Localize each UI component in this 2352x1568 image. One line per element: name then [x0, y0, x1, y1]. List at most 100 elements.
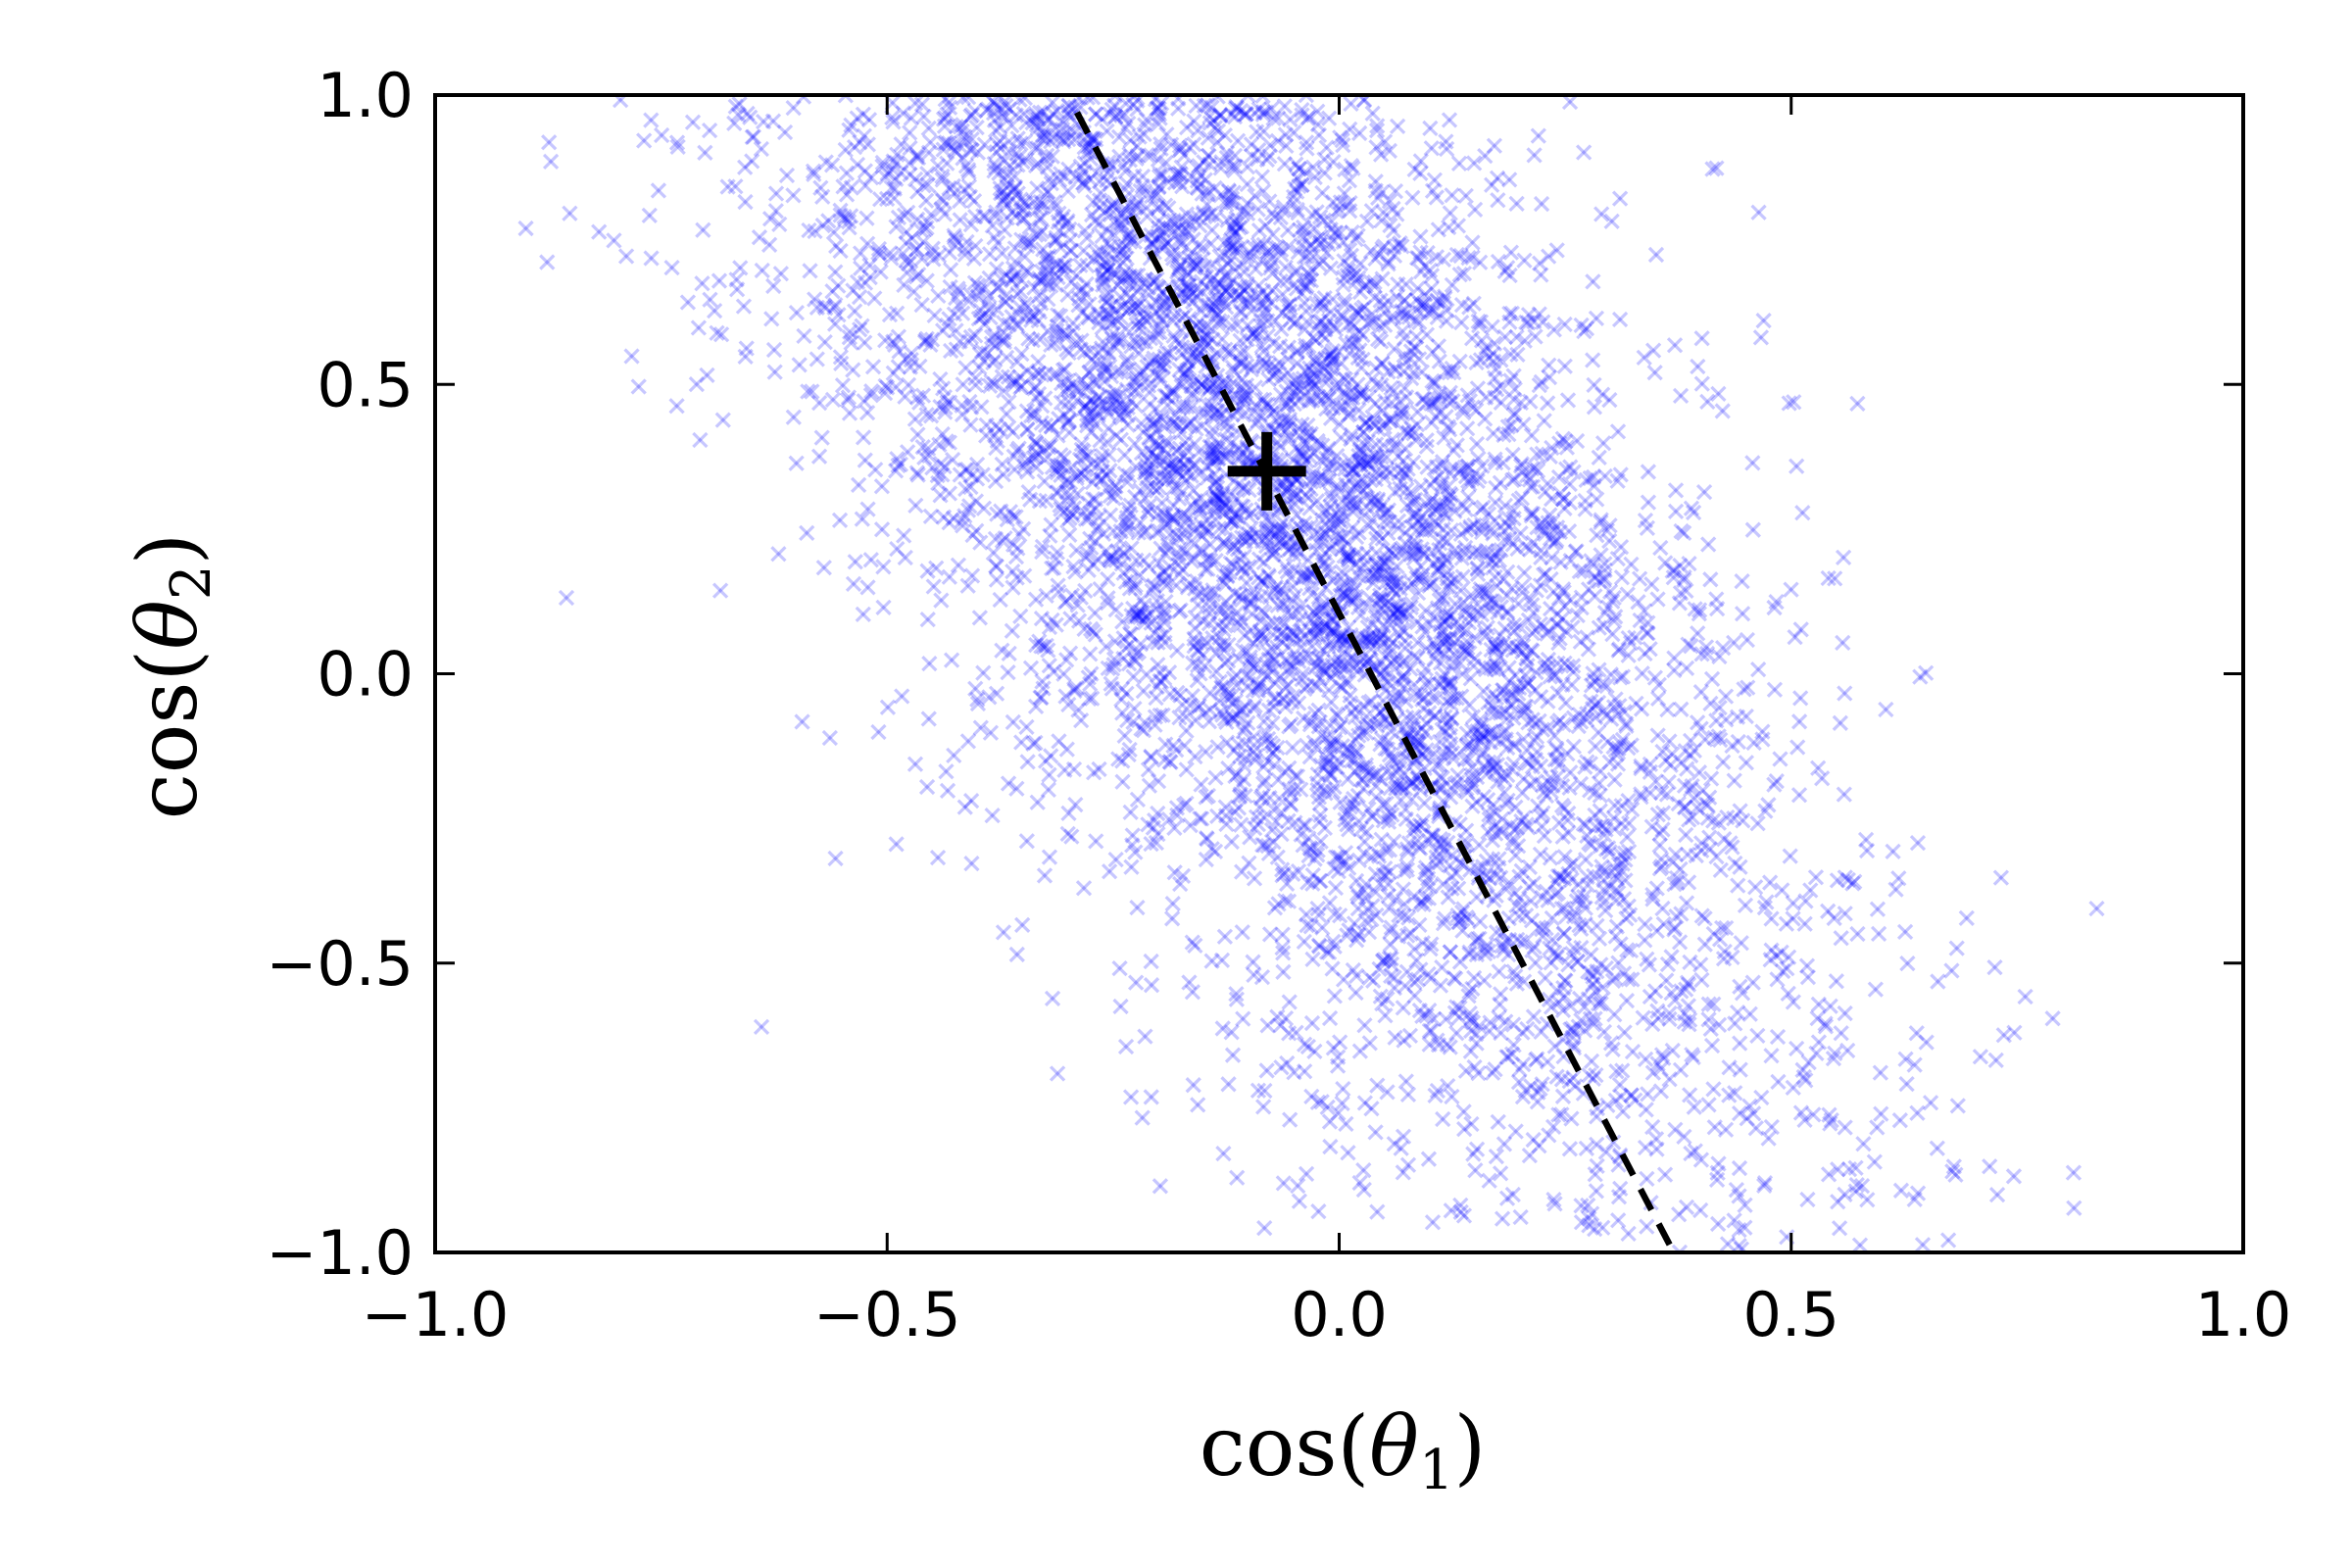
scatter-point [1239, 175, 1255, 193]
scatter-point [1448, 437, 1465, 454]
scatter-point [1178, 119, 1196, 136]
scatter-point [1734, 573, 1750, 590]
scatter-point [1733, 935, 1749, 952]
scatter-point [957, 360, 974, 376]
scatter-point [906, 283, 922, 300]
scatter-point [1662, 757, 1679, 773]
scatter-point [946, 747, 962, 764]
scatter-point [1004, 622, 1020, 639]
scatter-point [1493, 869, 1509, 886]
scatter-point [1982, 1158, 1998, 1175]
scatter-point [1709, 1215, 1727, 1233]
scatter-point [1178, 722, 1195, 739]
scatter-point [1243, 528, 1260, 545]
scatter-point [1348, 967, 1365, 985]
scatter-point [1117, 1038, 1135, 1055]
scatter-point [1203, 221, 1220, 239]
scatter-point [1290, 1177, 1306, 1195]
scatter-point [1666, 650, 1683, 666]
scatter-point [1274, 514, 1292, 531]
scatter-point [1929, 1140, 1945, 1156]
scatter-point [885, 333, 902, 350]
scatter-point [963, 567, 981, 584]
scatter-point [767, 203, 784, 220]
scatter-point [951, 136, 967, 153]
scatter-point [1136, 125, 1152, 143]
scatter-point [1485, 425, 1501, 442]
scatter-point [855, 606, 871, 622]
scatter-point [1012, 608, 1029, 625]
scatter-point [1412, 304, 1429, 321]
scatter-point [706, 303, 723, 319]
scatter-point [1098, 638, 1114, 655]
scatter-point [772, 266, 789, 282]
scatter-point [1789, 739, 1806, 756]
scatter-point [930, 287, 947, 305]
scatter-point [831, 512, 849, 529]
scatter-point [1472, 352, 1490, 368]
scatter-point [737, 193, 754, 211]
scatter-point [1404, 189, 1421, 206]
scatter-point [1672, 387, 1690, 405]
scatter-point [1738, 708, 1754, 725]
scatter-point [1041, 849, 1058, 865]
scatter-point [1310, 1202, 1327, 1220]
scatter-point [1637, 645, 1653, 662]
scatter-point [1507, 1123, 1524, 1140]
scatter-point [1475, 788, 1493, 806]
scatter-point [1383, 967, 1399, 984]
scatter-point [1250, 222, 1268, 239]
scatter-point [963, 856, 980, 872]
scatter-point [1267, 674, 1284, 692]
scatter-point [810, 448, 828, 465]
scatter-point [1163, 910, 1181, 927]
scatter-point [1637, 932, 1653, 949]
scatter-point [1664, 746, 1681, 762]
scatter-point [1586, 376, 1602, 393]
scatter-point [751, 229, 768, 246]
scatter-point [1282, 1111, 1298, 1128]
scatter-point [1195, 239, 1211, 256]
scatter-point [898, 252, 914, 270]
scatter-point [2005, 1168, 2023, 1185]
scatter-point [1304, 603, 1322, 620]
scatter-point [1314, 184, 1331, 201]
scatter-point [1715, 754, 1732, 770]
scatter-point [1423, 140, 1440, 157]
scatter-point [858, 404, 876, 421]
scatter-point [1908, 1025, 1925, 1042]
scatter-point [1412, 228, 1429, 245]
scatter-point [1513, 862, 1530, 879]
scatter-point [938, 763, 955, 780]
scatter-point [914, 387, 932, 404]
scatter-point [1798, 957, 1816, 974]
scatter-point [963, 142, 980, 159]
scatter-point [1464, 234, 1481, 251]
scatter-point [1307, 617, 1324, 634]
scatter-point [1397, 276, 1414, 293]
scatter-point [808, 351, 825, 368]
scatter-point [1080, 690, 1098, 708]
scatter-point [1598, 522, 1615, 539]
scatter-point [896, 527, 912, 544]
scatter-point [1100, 595, 1116, 612]
scatter-point [1169, 642, 1186, 660]
scatter-point [1259, 327, 1276, 344]
scatter-point [1580, 877, 1596, 894]
scatter-point [1253, 169, 1271, 185]
scatter-point [701, 122, 718, 139]
scatter-point [1472, 913, 1489, 930]
scatter-point [1699, 393, 1716, 410]
scatter-point [1644, 342, 1662, 359]
scatter-point [1656, 1166, 1674, 1183]
scatter-point [1464, 798, 1481, 814]
scatter-point [1744, 521, 1761, 538]
scatter-point [985, 544, 1002, 562]
scatter-point [1515, 705, 1532, 721]
scatter-point [1343, 95, 1359, 113]
scatter-point [1248, 329, 1264, 346]
scatter-point [1070, 612, 1088, 629]
scatter-point [1468, 1026, 1485, 1043]
scatter-point [1199, 337, 1215, 355]
scatter-point [1325, 153, 1342, 171]
